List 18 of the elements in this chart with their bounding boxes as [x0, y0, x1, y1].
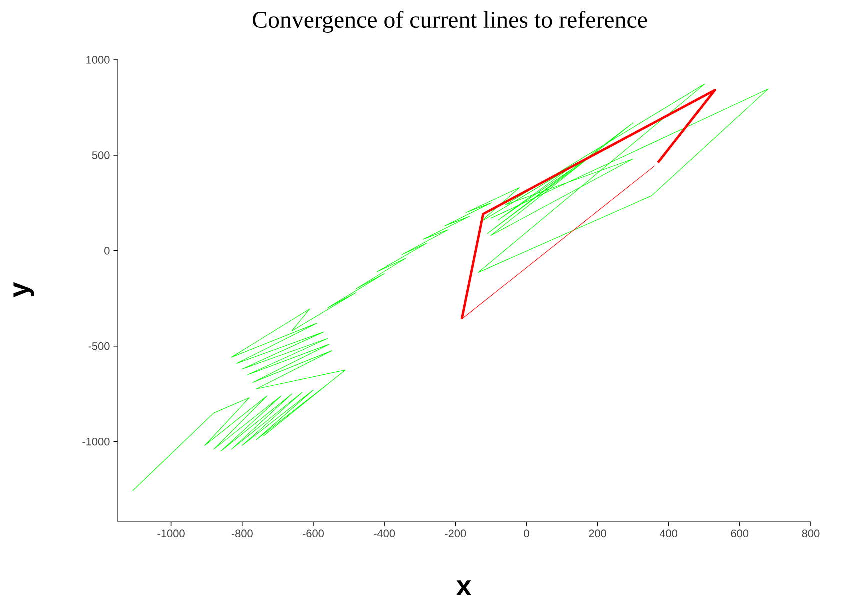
y-tick-label: -1000	[82, 438, 110, 446]
x-tick-label: 800	[802, 530, 820, 538]
y-tick-label: -500	[88, 342, 110, 350]
y-tick-label: 500	[92, 152, 110, 160]
x-tick-label: -200	[445, 530, 466, 538]
y-axis-title: y	[14, 282, 34, 298]
x-axis-title: x	[456, 580, 472, 596]
y-tick-label: 0	[104, 247, 110, 255]
x-tick-label: 0	[524, 530, 530, 538]
x-tick-label: -400	[374, 530, 396, 538]
x-tick-label: -1000	[158, 530, 185, 538]
chart-title: Convergence of current lines to reference	[253, 11, 648, 33]
x-tick-label: -600	[302, 530, 324, 538]
x-tick-label: -800	[232, 530, 253, 538]
y-tick-label: 1000	[86, 56, 110, 64]
x-tick-label: 600	[731, 530, 749, 538]
x-tick-label: 200	[589, 530, 606, 538]
x-tick-label: 400	[660, 530, 678, 538]
